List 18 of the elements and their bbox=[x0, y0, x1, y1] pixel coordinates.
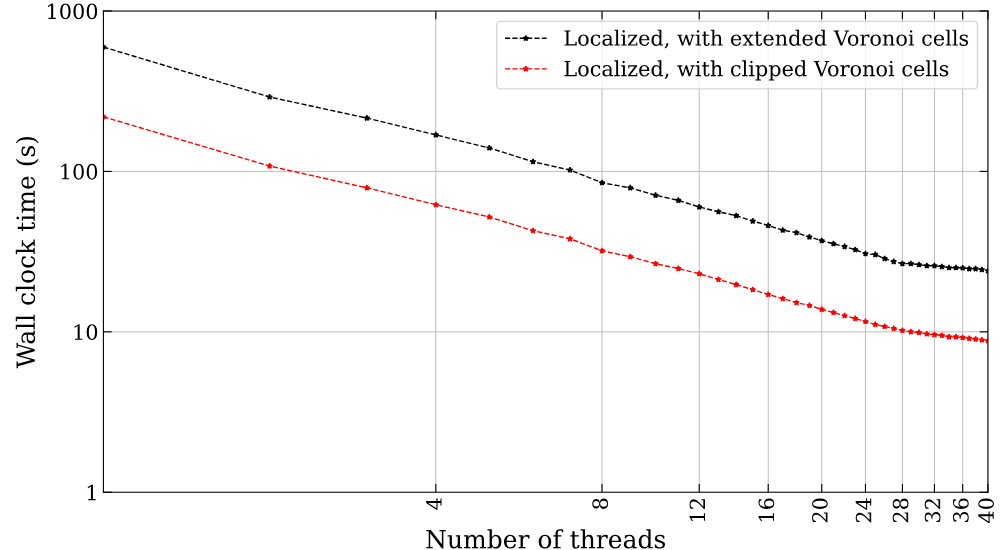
x-tick-label: 4 bbox=[426, 498, 442, 510]
x-axis-title: Number of threads bbox=[426, 529, 666, 549]
y-axis-title: Wall clock time (s) bbox=[15, 136, 39, 369]
y-tick-label: 100 bbox=[61, 163, 98, 180]
legend-label: Localized, with extended Voronoi cells bbox=[564, 29, 969, 49]
legend-label: Localized, with clipped Voronoi cells bbox=[564, 60, 949, 81]
x-tick-label: 20 bbox=[812, 498, 828, 523]
x-tick-label: 16 bbox=[758, 498, 775, 522]
y-tick-label: 1000 bbox=[48, 3, 98, 20]
x-tick-label: 24 bbox=[855, 498, 872, 523]
x-tick-label: 36 bbox=[952, 498, 969, 523]
x-tick-label: 12 bbox=[689, 499, 705, 522]
x-tick-label: 8 bbox=[592, 498, 609, 509]
y-tick-label: 10 bbox=[74, 324, 98, 341]
x-tick-label: 28 bbox=[892, 498, 909, 523]
y-tick-label: 1 bbox=[87, 484, 96, 501]
x-tick-label: 40 bbox=[978, 498, 994, 523]
x-tick-label: 32 bbox=[924, 499, 941, 523]
